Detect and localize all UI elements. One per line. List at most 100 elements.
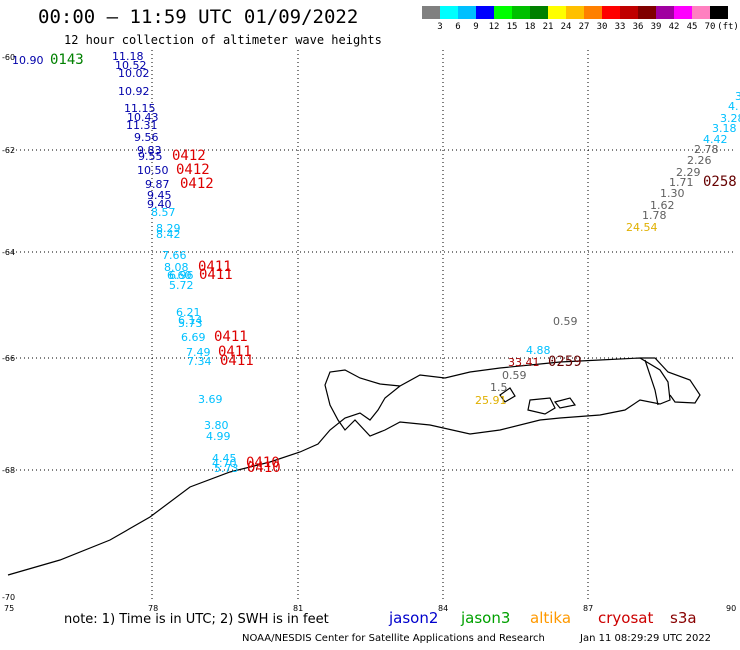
colorbar-swatch bbox=[638, 6, 656, 19]
wave-height-label: 9.55 bbox=[138, 150, 163, 163]
graticule bbox=[8, 50, 735, 600]
wave-height-label: 5.73 bbox=[214, 462, 239, 475]
wave-height-label: 9.83 bbox=[137, 144, 162, 157]
wave-height-label: 3.69 bbox=[198, 393, 223, 406]
wave-height-label: 33.41 bbox=[508, 356, 540, 369]
colorbar-swatch bbox=[674, 6, 692, 19]
footer-credit: NOAA/NESDIS Center for Satellite Applica… bbox=[242, 633, 545, 644]
wave-height-label: 0.59 bbox=[553, 315, 578, 328]
colorbar-label: 42 bbox=[668, 22, 680, 32]
colorbar-swatch bbox=[458, 6, 476, 19]
colorbar-swatch bbox=[620, 6, 638, 19]
wave-height-label: 0412 bbox=[176, 162, 210, 178]
wave-height-label: 10.02 bbox=[118, 67, 150, 80]
x-tick-label: 81 bbox=[293, 604, 304, 613]
wave-height-label: 10.50 bbox=[137, 164, 169, 177]
y-tick-label: -64 bbox=[2, 248, 16, 257]
wave-height-label: 0411 bbox=[199, 267, 233, 283]
wave-height-label: 0412 bbox=[180, 176, 214, 192]
coastline bbox=[7, 357, 701, 576]
wave-height-label: 7.66 bbox=[162, 249, 187, 262]
colorbar-swatch bbox=[422, 6, 440, 19]
wave-height-label: 1.5 bbox=[490, 381, 508, 394]
wave-height-label: 1.78 bbox=[642, 209, 667, 222]
y-tick-label: -70 bbox=[2, 593, 16, 602]
wave-height-label: 5.72 bbox=[169, 279, 194, 292]
wave-height-label: 1.71 bbox=[669, 176, 694, 189]
wave-height-label: 4.70 bbox=[212, 457, 237, 470]
wave-height-label: 10.52 bbox=[115, 59, 147, 72]
wave-height-label: 0410 bbox=[246, 455, 280, 471]
wave-height-label: 0259 bbox=[548, 354, 582, 370]
legend-entry-cryosat: cryosat bbox=[598, 609, 654, 627]
colorbar-label: 39 bbox=[650, 22, 662, 32]
colorbar-unit: (ft) bbox=[717, 22, 739, 32]
wave-height-label: 6.14 bbox=[178, 314, 203, 327]
colorbar-label: 21 bbox=[542, 22, 554, 32]
x-tick-label: 78 bbox=[148, 604, 159, 613]
wave-height-label: 8.29 bbox=[156, 222, 181, 235]
wave-height-label: 24.54 bbox=[626, 221, 658, 234]
wave-height-label: 0411 bbox=[214, 329, 248, 345]
legend-entry-altika: altika bbox=[530, 609, 572, 627]
wave-height-label: 4.42 bbox=[703, 133, 728, 146]
colorbar-label: 15 bbox=[506, 22, 518, 32]
colorbar-swatch bbox=[602, 6, 620, 19]
colorbar-swatch bbox=[440, 6, 458, 19]
wave-height-label: 9.56 bbox=[134, 131, 159, 144]
colorbar-label: 30 bbox=[596, 22, 608, 32]
colorbar-swatch bbox=[530, 6, 548, 19]
colorbar-label: 18 bbox=[524, 22, 536, 32]
x-tick-label: 84 bbox=[438, 604, 449, 613]
wave-height-label: 3.28 bbox=[720, 112, 740, 125]
y-tick-label: -66 bbox=[2, 354, 16, 363]
wave-height-label: 9.40 bbox=[147, 198, 172, 211]
wave-height-label: 11.15 bbox=[124, 102, 156, 115]
legend-entry-s3a: s3a bbox=[670, 609, 697, 627]
observations-layer: 10.90 0143 11.1810.5210.0210.9211.1510.431… bbox=[12, 50, 740, 476]
wave-height-label: 4.99 bbox=[206, 430, 231, 443]
wave-height-label: 2.26 bbox=[687, 154, 712, 167]
colorbar-swatch bbox=[548, 6, 566, 19]
map-subtitle: 12 hour collection of altimeter wave hei… bbox=[64, 33, 382, 47]
wave-height-label: 6.69 bbox=[181, 331, 206, 344]
wave-height-label: 6.21 bbox=[176, 306, 201, 319]
wave-height-label: 11.31 bbox=[126, 119, 158, 132]
wave-height-label: 4.88 bbox=[526, 344, 551, 357]
colorbar-label: 33 bbox=[614, 22, 626, 32]
wave-height-label: 0411 bbox=[218, 344, 252, 360]
wave-height-label: 3.18 bbox=[712, 122, 737, 135]
legend-entry-jason2: jason2 bbox=[389, 609, 439, 627]
x-tick-label: 87 bbox=[583, 604, 594, 613]
wave-height-label: 9.87 bbox=[145, 178, 170, 191]
wave-height-label: 0.59 bbox=[502, 369, 527, 382]
legend-entry-jason3: jason3 bbox=[461, 609, 511, 627]
wave-height-label: 8.42 bbox=[156, 228, 181, 241]
wave-height-label: 7.34 bbox=[187, 355, 212, 368]
colorbar-label: 3 bbox=[437, 22, 443, 32]
wave-height-label: 2.78 bbox=[694, 143, 719, 156]
wave-height-label: 8.57 bbox=[151, 206, 176, 219]
x-tick-label: 90 bbox=[726, 604, 737, 613]
wave-height-label: 0143 bbox=[50, 52, 84, 68]
colorbar-swatch bbox=[494, 6, 512, 19]
y-tick-label: -60 bbox=[2, 53, 16, 62]
wave-height-label: 3 bbox=[735, 90, 740, 103]
wave-height-label: 9.45 bbox=[147, 189, 172, 202]
wave-height-label: 6.96 bbox=[169, 269, 194, 282]
colorbar-swatch bbox=[476, 6, 494, 19]
units-note: note: 1) Time is in UTC; 2) SWH is in fe… bbox=[64, 612, 329, 627]
colorbar-label: 27 bbox=[578, 22, 590, 32]
wave-height-label: 7.49 bbox=[186, 346, 211, 359]
wave-height-label: 25.91 bbox=[475, 394, 507, 407]
wave-height-label: 2.29 bbox=[676, 166, 701, 179]
colorbar-label: 12 bbox=[488, 22, 500, 32]
wave-height-label: 1.62 bbox=[650, 199, 675, 212]
wave-height-label: 0410 bbox=[247, 460, 281, 476]
wave-height-label: 1.30 bbox=[660, 187, 685, 200]
colorbar-swatch bbox=[566, 6, 584, 19]
wave-height-label: 0412 bbox=[172, 148, 206, 164]
colorbar-label: 45 bbox=[686, 22, 698, 32]
wave-height-label: 5.73 bbox=[178, 317, 203, 330]
